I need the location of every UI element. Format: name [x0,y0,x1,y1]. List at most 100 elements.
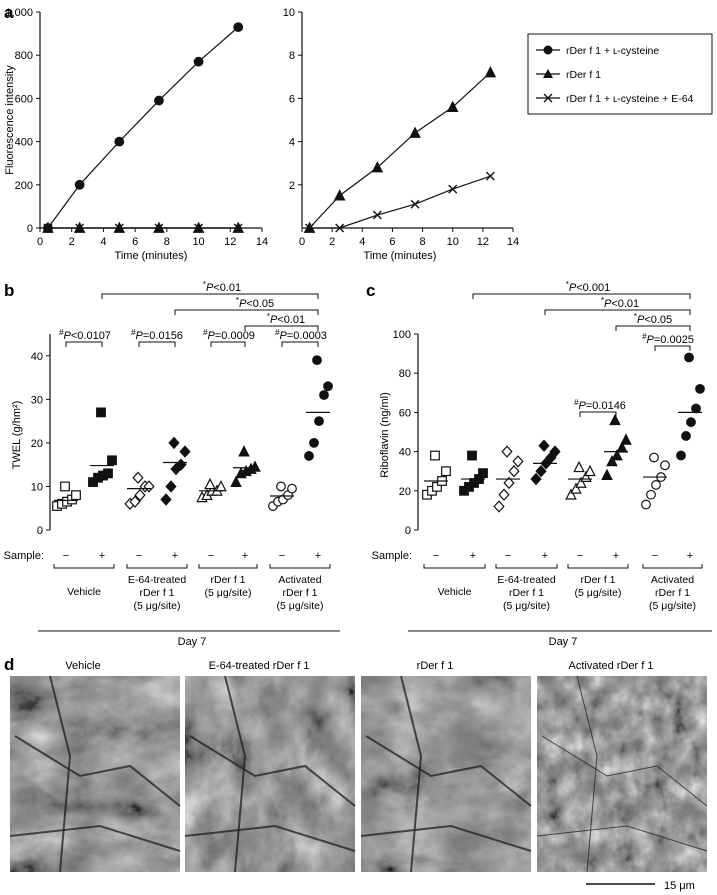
b-group-label: E-64-treated [128,574,187,586]
b-annotation-value: =0.0156 [143,330,183,342]
b-ytick-label: 20 [31,438,43,450]
b-annotation-bracket [244,325,319,331]
c-point-circle-filled [676,450,686,461]
c-point-diamond-filled [535,465,547,478]
c-point-diamond-open [493,500,505,513]
a-right-ytick-label: 8 [289,50,295,62]
c-group-label: rDer f 1 [509,587,544,599]
b-annotation-p: P [64,330,72,342]
b-annotation-text: #P=0.0156 [131,328,183,342]
a-left-xlabel: Time (minutes) [115,250,188,262]
sem-image-rder-f1-crack [400,675,423,873]
c-point-triangle-filled [606,454,618,467]
a-right-ytick-label: 2 [289,180,295,192]
a-right-ytick-label: 4 [289,137,295,149]
c-day-label: Day 7 [549,636,578,648]
a-right-series-line-0 [309,72,491,229]
b-annotation-text: #P=0.0009 [203,328,255,342]
c-point-triangle-open [573,460,585,473]
c-annotation-text: *P<0.001 [566,280,610,294]
a-right-series-1-point [485,171,495,181]
legend-label-1: rDer f 1 + ʟ-cysteine [566,45,659,57]
sem-image-vehicle-crack [9,824,181,852]
a-right-series-1-point [305,223,315,233]
chart-a-left: 0 200 400 600 800 1,000 0 2 4 6 8 10 12 14 Fluoresce… [4,7,268,262]
c-point-diamond-filled [538,439,550,452]
c-annotation-value: <0.05 [644,314,672,326]
b-point-square-filled [103,468,113,479]
b-annotation-symbol: * [203,280,206,289]
b-annotation-p: P [136,330,144,342]
c-point-circle-open [649,452,659,463]
a-right-series-0-point [409,126,421,138]
b-annotation-bracket [101,293,319,299]
a-left-xtick-label: 2 [69,236,75,248]
c-group-label: Activated [651,574,694,586]
b-point-circle-open [276,481,286,492]
sem-image-activated-texture [537,676,707,872]
sem-image-activated-crack [541,735,708,807]
b-ytick-label: 40 [31,351,43,363]
sem-title-4: Activated rDer f 1 [569,660,654,672]
sem-title-3: rDer f 1 [417,660,454,672]
c-point-diamond-filled [530,472,542,486]
a-left-xtick-label: 4 [100,236,106,248]
sem-title-1: Vehicle [65,660,100,672]
sem-image-vehicle-crack [49,675,72,873]
b-point-square-open [60,481,70,492]
c-point-triangle-filled [620,433,632,445]
a-right-xlabel: Time (minutes) [364,250,437,262]
c-significance-annotations: #P=0.0146#P=0.0025*P<0.001*P<0.01*P<0.05 [472,280,694,417]
c-point-square-filled [467,450,477,461]
c-group-bracket [423,564,486,569]
c-point-circle-filled [695,383,705,394]
c-point-square-open [441,466,451,477]
chart-b: 0 10 20 30 40 TWEL (g/hm²) Sample: − + Vehicle −… [4,280,340,648]
b-minus: − [136,550,142,562]
b-annotation-value: =0.0003 [287,330,327,342]
c-annotation-value: =0.0146 [586,400,626,412]
c-ytick-label: 100 [393,329,411,341]
sem-title-2: E-64-treated rDer f 1 [209,660,310,672]
b-group-label: (5 μg/site) [205,587,252,599]
c-point-circle-filled [686,417,696,428]
b-annotation-value: =0.0009 [215,330,255,342]
c-group-label: (5 μg/site) [649,600,696,612]
c-annotation-bracket [579,411,617,417]
c-group-label: (5 μg/site) [503,600,550,612]
a-right-ytick-label: 6 [289,93,295,105]
a-right-series-0-point [333,189,346,201]
b-annotation-value: <0.01 [213,282,241,294]
c-annotation-p: P [579,400,587,412]
chart-a-right: 2 4 6 8 10 0 2 4 6 8 10 12 14 Time (minutes) [283,7,519,262]
a-left-series-0-point [154,95,164,106]
sem-image-vehicle [9,675,181,873]
c-annotation-symbol: # [642,332,647,341]
c-group-bracket [495,564,558,569]
b-annotation-p: P [206,282,214,294]
sem-image-rder-f1-crack [365,735,532,807]
b-annotation-value: <0.01 [277,314,305,326]
b-ytick-label: 10 [31,481,43,493]
b-annotation-bracket [65,341,103,347]
legend-label-2: rDer f 1 [566,69,601,81]
a-right-xtick-label: 0 [299,236,305,248]
a-right-xtick-label: 2 [329,236,335,248]
b-annotation-p: P [280,330,288,342]
b-group-label: Activated [278,574,321,586]
sem-image-vehicle-crack [14,735,181,807]
c-annotation-text: *P<0.01 [601,296,639,310]
c-group-label: E-64-treated [497,574,556,586]
b-annotation-symbol: # [203,328,208,337]
c-point-circle-open [641,499,651,510]
b-day-label: Day 7 [178,636,207,648]
c-annotation-symbol: * [601,296,604,305]
a-right-xtick-label: 8 [420,236,426,248]
c-point-diamond-open [503,476,515,490]
sem-image-rder-f1 [360,675,532,873]
c-minus: − [652,550,658,562]
b-annotation-text: *P<0.01 [267,312,305,326]
c-annotation-p: P [569,282,577,294]
c-minus: − [505,550,511,562]
